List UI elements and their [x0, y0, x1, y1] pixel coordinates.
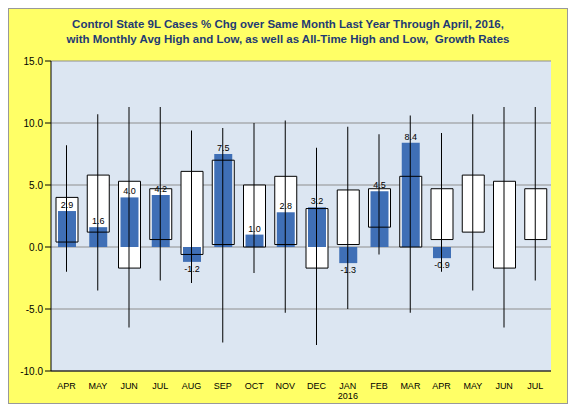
svg-text:APR: APR: [57, 381, 76, 391]
svg-text:-5.0: -5.0: [26, 304, 44, 315]
svg-text:-0.9: -0.9: [434, 260, 450, 270]
svg-text:5.0: 5.0: [29, 180, 43, 191]
svg-text:8.4: 8.4: [404, 132, 417, 142]
svg-text:SEP: SEP: [214, 381, 232, 391]
html-text:Control State 9L Cases % Chg o: Control State 9L Cases % Chg over Same M…: [72, 18, 504, 30]
svg-text:JUL: JUL: [152, 381, 168, 391]
svg-text:MAR: MAR: [400, 381, 421, 391]
svg-text:4.0: 4.0: [123, 186, 136, 196]
svg-text:NOV: NOV: [276, 381, 296, 391]
svg-text:APR: APR: [432, 381, 451, 391]
svg-text:4.5: 4.5: [373, 180, 386, 190]
svg-text:0.0: 0.0: [29, 242, 43, 253]
svg-text:FEB: FEB: [370, 381, 388, 391]
svg-text:-1.3: -1.3: [340, 265, 356, 275]
svg-text:1.6: 1.6: [92, 216, 105, 226]
svg-text:4.2: 4.2: [154, 184, 167, 194]
svg-text:MAY: MAY: [463, 381, 482, 391]
svg-text:10.0: 10.0: [24, 118, 44, 129]
svg-text:JUL: JUL: [527, 381, 543, 391]
svg-text:JUN: JUN: [495, 381, 513, 391]
svg-text:2.8: 2.8: [279, 201, 292, 211]
svg-text:JUN: JUN: [120, 381, 138, 391]
svg-text:3.2: 3.2: [311, 196, 324, 206]
svg-text:7.5: 7.5: [217, 143, 230, 153]
svg-text:-10.0: -10.0: [20, 366, 43, 377]
html-text:with Monthly Avg High and Low,: with Monthly Avg High and Low, as well a…: [66, 33, 510, 45]
svg-text:2.9: 2.9: [61, 200, 74, 210]
svg-text:MAY: MAY: [88, 381, 107, 391]
svg-text:JAN2016: JAN2016: [338, 381, 358, 401]
svg-text:-1.2: -1.2: [184, 264, 200, 274]
svg-text:15.0: 15.0: [24, 56, 44, 67]
svg-text:OCT: OCT: [245, 381, 265, 391]
svg-text:AUG: AUG: [182, 381, 202, 391]
svg-text:1.0: 1.0: [248, 224, 261, 234]
svg-text:DEC: DEC: [307, 381, 327, 391]
